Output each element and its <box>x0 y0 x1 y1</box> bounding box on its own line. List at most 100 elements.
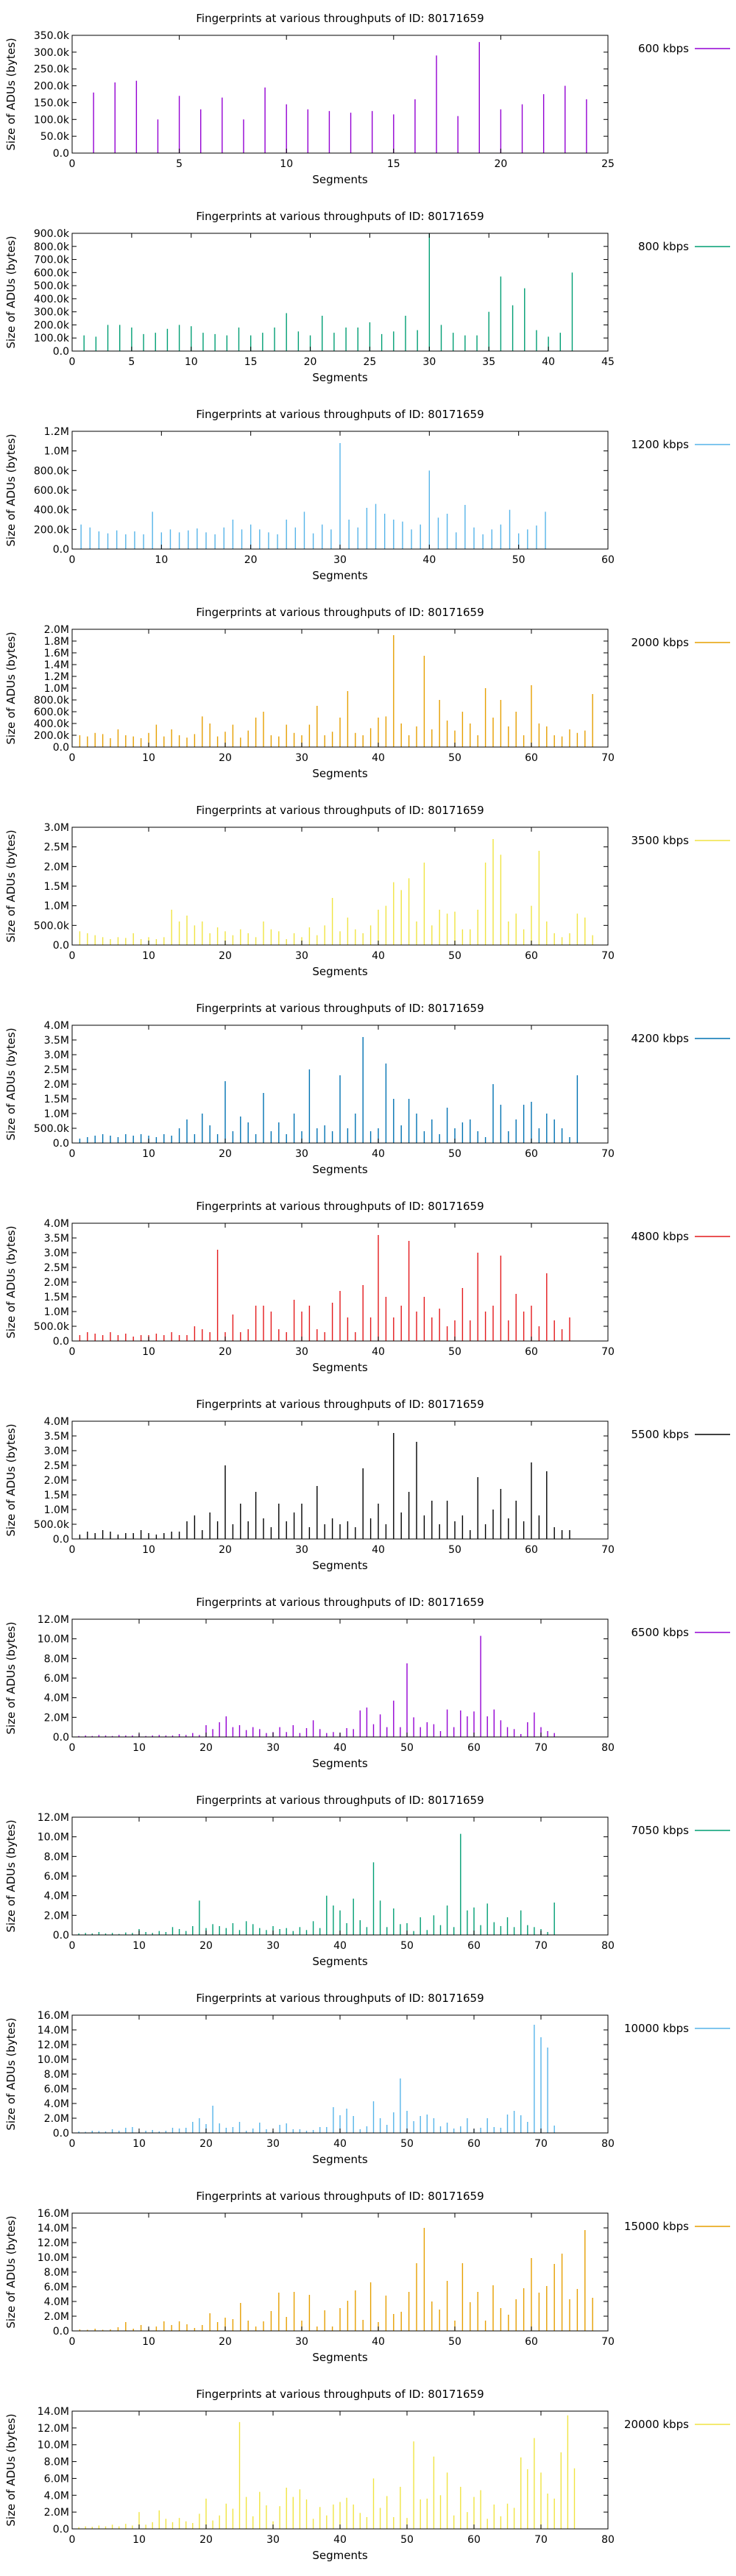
y-tick-label: 3.5M <box>44 1233 69 1245</box>
x-axis-label: Segments <box>312 1559 368 1572</box>
x-tick-label: 0 <box>69 356 76 368</box>
y-tick-label: 0.0 <box>53 2524 69 2536</box>
x-tick-label: 50 <box>512 554 526 566</box>
x-tick-label: 50 <box>400 1742 414 1754</box>
y-tick-label: 2.0M <box>44 2507 69 2519</box>
chart-title: Fingerprints at various throughputs of I… <box>196 804 484 817</box>
y-tick-label: 0.0 <box>53 2326 69 2338</box>
y-tick-label: 6.0M <box>44 1871 69 1883</box>
y-axis-label: Size of ADUs (bytes) <box>4 829 18 942</box>
x-tick-label: 70 <box>534 2534 548 2546</box>
x-tick-label: 70 <box>601 950 615 962</box>
x-tick-label: 10 <box>142 1544 155 1556</box>
x-tick-label: 30 <box>266 2138 280 2150</box>
x-tick-label: 30 <box>266 2534 280 2546</box>
x-tick-label: 80 <box>601 1940 615 1952</box>
y-tick-label: 500.0k <box>34 280 70 292</box>
x-tick-label: 50 <box>400 2138 414 2150</box>
x-axis-label: Segments <box>312 2153 368 2166</box>
plot-frame <box>71 35 609 154</box>
x-tick-label: 5 <box>128 356 135 368</box>
x-tick-label: 45 <box>601 356 615 368</box>
x-tick-label: 0 <box>69 2534 76 2546</box>
x-tick-label: 20 <box>219 2336 232 2348</box>
y-tick-label: 3.5M <box>44 1035 69 1047</box>
y-tick-label: 8.0M <box>44 1653 69 1665</box>
legend-label: 3500 kbps <box>631 834 690 847</box>
y-tick-label: 200.0k <box>34 524 70 536</box>
x-tick-label: 20 <box>219 752 232 764</box>
y-tick-label: 14.0M <box>38 2025 69 2037</box>
x-tick-label: 50 <box>448 1544 461 1556</box>
y-axis-label: Size of ADUs (bytes) <box>4 236 18 348</box>
y-tick-label: 3.0M <box>44 1050 69 1061</box>
x-tick-label: 0 <box>69 752 76 764</box>
chart-13: Fingerprints at various throughputs of I… <box>4 2388 730 2562</box>
y-tick-label: 1.6M <box>44 648 69 659</box>
y-tick-label: 0.0 <box>53 1138 69 1150</box>
y-tick-label: 6.0M <box>44 2282 69 2293</box>
chart-10: Fingerprints at various throughputs of I… <box>4 1794 730 1968</box>
chart-9: Fingerprints at various throughputs of I… <box>4 1596 730 1770</box>
y-tick-label: 800.0k <box>34 465 70 477</box>
y-tick-label: 2.0M <box>44 1079 69 1091</box>
x-tick-label: 50 <box>448 2336 461 2348</box>
x-tick-label: 70 <box>601 1346 615 1358</box>
y-axis-label: Size of ADUs (bytes) <box>4 631 18 744</box>
x-tick-label: 0 <box>69 1148 76 1160</box>
y-tick-label: 0.0 <box>53 1336 69 1348</box>
x-tick-label: 50 <box>400 2534 414 2546</box>
x-axis-label: Segments <box>312 569 368 582</box>
plot-frame <box>71 1618 609 1738</box>
x-tick-label: 20 <box>219 950 232 962</box>
y-tick-label: 2.0M <box>44 2311 69 2323</box>
y-tick-label: 3.5M <box>44 1431 69 1443</box>
x-tick-label: 30 <box>295 2336 308 2348</box>
y-axis-label: Size of ADUs (bytes) <box>4 434 18 546</box>
x-tick-label: 0 <box>69 950 76 962</box>
legend-label: 7050 kbps <box>631 1824 690 1837</box>
x-tick-label: 10 <box>132 1742 146 1754</box>
y-axis-label: Size of ADUs (bytes) <box>4 2413 18 2526</box>
y-axis-label: Size of ADUs (bytes) <box>4 2215 18 2328</box>
x-tick-label: 50 <box>448 1346 461 1358</box>
y-tick-label: 3.0M <box>44 1248 69 1259</box>
x-tick-label: 70 <box>601 752 615 764</box>
y-tick-label: 2.0M <box>44 624 69 636</box>
y-tick-label: 500.0k <box>34 1321 70 1333</box>
x-tick-label: 40 <box>372 1544 385 1556</box>
y-tick-label: 400.0k <box>34 505 70 517</box>
legend-label: 15000 kbps <box>624 2220 689 2233</box>
y-axis-label: Size of ADUs (bytes) <box>4 1621 18 1734</box>
y-tick-label: 8.0M <box>44 2457 69 2469</box>
chart-7: Fingerprints at various throughputs of I… <box>4 1200 730 1374</box>
y-tick-label: 2.0M <box>44 2113 69 2125</box>
y-tick-label: 12.0M <box>38 2039 69 2051</box>
chart-3: Fingerprints at various throughputs of I… <box>4 408 730 582</box>
x-tick-label: 70 <box>601 1148 615 1160</box>
x-tick-label: 0 <box>69 2336 76 2348</box>
y-tick-label: 200.0k <box>34 319 70 331</box>
chart-8: Fingerprints at various throughputs of I… <box>4 1398 730 1572</box>
chart-title: Fingerprints at various throughputs of I… <box>196 1200 484 1213</box>
y-tick-label: 8.0M <box>44 1851 69 1863</box>
x-tick-label: 20 <box>199 1742 213 1754</box>
y-tick-label: 1.0M <box>44 1504 69 1516</box>
y-tick-label: 0.0 <box>53 1732 69 1744</box>
y-tick-label: 2.0M <box>44 861 69 873</box>
y-tick-label: 2.0M <box>44 1910 69 1922</box>
x-axis-label: Segments <box>312 2549 368 2562</box>
x-tick-label: 70 <box>601 1544 615 1556</box>
y-tick-label: 12.0M <box>38 1614 69 1626</box>
x-axis-label: Segments <box>312 1163 368 1176</box>
x-tick-label: 30 <box>295 950 308 962</box>
chart-title: Fingerprints at various throughputs of I… <box>196 2388 484 2401</box>
y-tick-label: 600.0k <box>34 707 70 718</box>
x-tick-label: 10 <box>142 752 155 764</box>
legend-label: 4800 kbps <box>631 1230 690 1243</box>
x-tick-label: 60 <box>525 950 538 962</box>
x-tick-label: 70 <box>534 1940 548 1952</box>
y-tick-label: 400.0k <box>34 718 70 730</box>
x-tick-label: 50 <box>400 1940 414 1952</box>
